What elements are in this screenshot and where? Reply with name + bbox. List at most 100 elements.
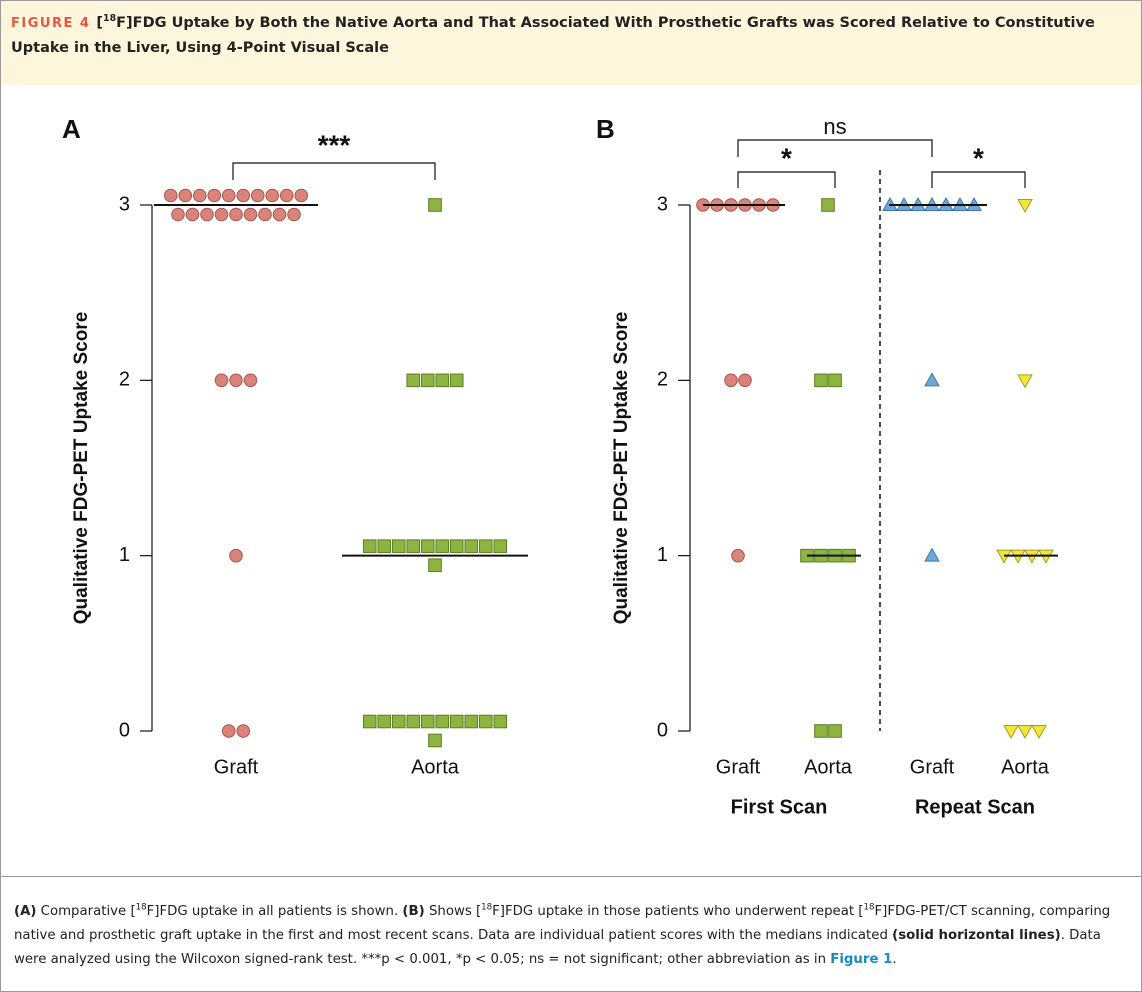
point — [1017, 199, 1033, 214]
point — [493, 714, 508, 729]
point — [171, 207, 185, 222]
point — [814, 724, 828, 738]
point — [924, 547, 940, 562]
significance-bracket — [737, 139, 933, 157]
point — [435, 714, 450, 729]
point — [1017, 374, 1033, 389]
point — [464, 714, 479, 729]
y-tick-label: 0 — [119, 719, 130, 741]
point — [243, 207, 258, 222]
point — [828, 373, 842, 388]
point — [814, 373, 828, 388]
y-tick-label: 3 — [119, 193, 130, 215]
point — [214, 373, 229, 388]
caption-bold: (A) — [14, 904, 37, 919]
y-tick-label: 0 — [657, 719, 668, 741]
y-tick-label: 3 — [657, 193, 668, 215]
point — [391, 539, 406, 553]
caption-text: F]FDG uptake in those patients who under… — [492, 904, 864, 919]
point — [406, 714, 421, 729]
point — [821, 198, 835, 212]
caption-sup: 18 — [863, 902, 875, 913]
point — [1003, 725, 1019, 740]
caption-text: . Data were analyzed using the Wilcoxon … — [14, 928, 1101, 967]
significance-label: *** — [318, 129, 351, 160]
caption-bold: (solid horizontal lines) — [892, 928, 1061, 943]
panel-label: A — [62, 114, 81, 144]
figure-label: FIGURE 4 — [11, 16, 91, 31]
significance-label: * — [781, 142, 792, 173]
point — [435, 539, 450, 553]
group-label: Repeat Scan — [915, 796, 1035, 818]
point — [192, 188, 207, 203]
point — [724, 373, 738, 388]
significance-label: ns — [823, 114, 846, 139]
point — [428, 198, 442, 212]
caption-text: F]FDG-PET/CT scanning, comparing native … — [14, 904, 1111, 943]
point — [207, 188, 222, 203]
x-tick-label: Graft — [214, 756, 259, 778]
x-tick-label: Aorta — [804, 756, 853, 778]
point — [731, 548, 745, 563]
point — [214, 207, 229, 222]
point — [279, 188, 294, 203]
y-tick-label: 2 — [657, 369, 668, 391]
y-tick-label: 1 — [657, 544, 668, 566]
point — [420, 539, 435, 553]
y-tick-label: 1 — [119, 544, 130, 566]
significance-label: * — [973, 142, 984, 173]
point — [377, 714, 392, 729]
point — [406, 539, 421, 553]
point — [221, 188, 236, 203]
point — [428, 733, 442, 748]
significance-bracket — [737, 171, 836, 188]
point — [250, 188, 265, 203]
point — [200, 207, 214, 222]
x-tick-label: Aorta — [411, 756, 460, 778]
point — [178, 188, 193, 203]
point — [435, 373, 450, 388]
group-label: First Scan — [731, 796, 828, 818]
caption-sup: 18 — [481, 902, 493, 913]
chart: A Qualitative FDG-PET Uptake Score 0 1 2 3 Gra… — [62, 114, 1058, 818]
panel-label: B — [596, 114, 615, 144]
point — [294, 188, 309, 203]
point — [362, 714, 377, 729]
point — [362, 539, 377, 553]
point — [236, 724, 251, 738]
x-tick-label: Aorta — [1001, 756, 1050, 778]
point — [464, 539, 479, 553]
point — [828, 724, 842, 738]
figure-header: FIGURE 4 [18F]FDG Uptake by Both the Nati… — [1, 1, 1141, 85]
caption-text: Comparative [ — [36, 904, 136, 919]
point — [420, 373, 435, 388]
point — [236, 188, 251, 203]
title-part: F]FDG Uptake by Both the Native Aorta an… — [11, 15, 1095, 56]
point — [428, 558, 442, 572]
caption: (A) Comparative [18F]FDG uptake in all p… — [14, 900, 1124, 972]
point — [493, 539, 508, 553]
caption-bold: (B) — [402, 904, 425, 919]
y-axis-label: Qualitative FDG-PET Uptake Score — [611, 312, 632, 625]
point — [265, 188, 280, 203]
title-sup: 18 — [103, 13, 117, 25]
point — [272, 207, 287, 222]
point — [924, 372, 940, 387]
point — [229, 548, 243, 563]
caption-sup: 18 — [135, 902, 147, 913]
separator — [1, 876, 1141, 877]
y-axis-label: Qualitative FDG-PET Uptake Score — [71, 312, 92, 625]
x-tick-label: Graft — [910, 756, 955, 778]
point — [1031, 725, 1047, 740]
point — [243, 373, 258, 388]
point — [163, 188, 178, 203]
point — [449, 539, 464, 553]
point — [738, 373, 752, 388]
figure-link[interactable]: Figure 1 — [830, 952, 893, 967]
y-tick-label: 2 — [119, 369, 130, 391]
significance-bracket — [232, 162, 436, 180]
point — [449, 373, 464, 388]
point — [221, 724, 236, 738]
point — [258, 207, 272, 222]
